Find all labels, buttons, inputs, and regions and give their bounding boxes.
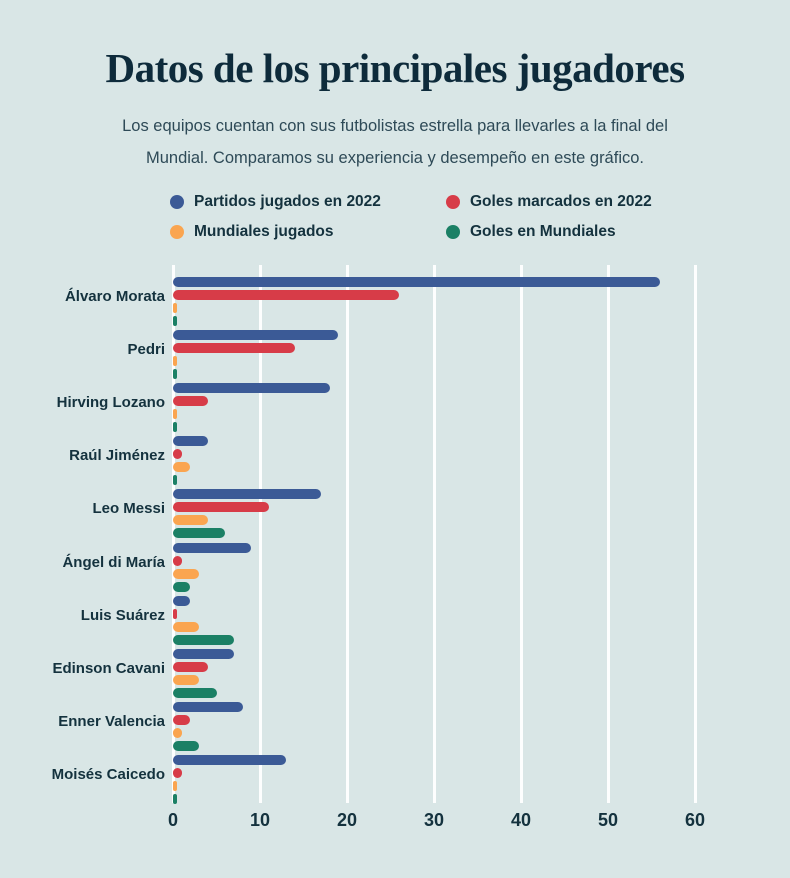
bar — [173, 303, 177, 313]
legend-dot-blue-icon — [170, 195, 184, 209]
gridline-x-30 — [432, 265, 436, 803]
bar — [173, 369, 177, 380]
legend-label-partidos: Partidos jugados en 2022 — [194, 193, 381, 210]
bar — [173, 475, 177, 486]
x-axis-tick-label: 50 — [597, 810, 619, 830]
legend-dot-green-icon — [446, 225, 460, 239]
bar — [173, 793, 177, 804]
bar — [173, 648, 234, 659]
bar — [173, 714, 191, 725]
bar — [173, 502, 269, 513]
bar — [173, 290, 400, 300]
bar — [173, 634, 234, 645]
player-label: Moisés Caicedo — [51, 765, 165, 783]
bar — [173, 343, 295, 354]
bar — [173, 436, 208, 447]
gridline-x-60 — [693, 265, 697, 803]
bar — [173, 542, 252, 553]
bar — [173, 740, 200, 751]
gridline-x-10 — [258, 265, 262, 803]
x-axis-tick-label: 10 — [249, 810, 271, 830]
subtitle-line-1: Los equipos cuentan con sus futbolistas … — [122, 117, 668, 135]
bar — [173, 568, 200, 579]
bar — [173, 383, 330, 394]
player-label: Hirving Lozano — [56, 394, 165, 412]
bar — [173, 608, 177, 619]
bar — [173, 674, 200, 685]
bar — [173, 780, 177, 791]
x-axis-tick-label: 30 — [423, 810, 445, 830]
legend-dot-red-icon — [446, 195, 460, 209]
legend-item-goles-mundiales: Goles en Mundiales — [446, 223, 652, 241]
player-label: Leo Messi — [92, 500, 165, 518]
bar — [173, 277, 661, 287]
bar — [173, 462, 191, 473]
bar — [173, 727, 182, 738]
bar — [173, 356, 177, 367]
legend-label-goles-mundiales: Goles en Mundiales — [470, 223, 616, 240]
bar — [173, 701, 243, 712]
legend-item-mundiales: Mundiales jugados — [170, 223, 446, 241]
player-label: Álvaro Morata — [64, 288, 165, 305]
legend-item-goles-2022: Goles marcados en 2022 — [446, 193, 652, 211]
bar — [173, 595, 191, 606]
x-axis-tick-label: 20 — [336, 810, 358, 830]
chart-subtitle: Los equipos cuentan con sus futbolistas … — [95, 110, 695, 174]
legend-item-partidos: Partidos jugados en 2022 — [170, 193, 446, 211]
player-label: Enner Valencia — [58, 712, 165, 730]
bar — [173, 409, 177, 420]
bar — [173, 767, 182, 778]
x-axis-tick-label: 40 — [510, 810, 532, 830]
player-label: Edinson Cavani — [52, 659, 165, 677]
bar — [173, 396, 208, 407]
bar — [173, 330, 339, 341]
bar — [173, 489, 321, 500]
bar — [173, 687, 217, 698]
bar — [173, 555, 182, 566]
player-label: Raúl Jiménez — [69, 447, 165, 465]
legend-label-mundiales: Mundiales jugados — [194, 223, 334, 240]
x-axis-tick-label: 0 — [167, 810, 178, 830]
bar — [173, 422, 177, 433]
bar — [173, 449, 182, 460]
legend-label-goles-2022: Goles marcados en 2022 — [470, 193, 652, 210]
bar — [173, 528, 226, 539]
bar — [173, 661, 208, 672]
legend-dot-orange-icon — [170, 225, 184, 239]
gridline-x-20 — [345, 265, 349, 803]
player-label: Ángel di María — [62, 553, 165, 571]
player-label: Luis Suárez — [80, 606, 165, 624]
gridline-x-40 — [519, 265, 523, 803]
bar — [173, 754, 287, 765]
gridline-x-50 — [606, 265, 610, 803]
player-label: Pedri — [127, 341, 165, 359]
chart-legend: Partidos jugados en 2022 Goles marcados … — [170, 193, 652, 241]
subtitle-line-2: Mundial. Comparamos su experiencia y des… — [145, 149, 644, 167]
bar — [173, 581, 191, 592]
bar — [173, 316, 177, 326]
bar — [173, 621, 200, 632]
bar — [173, 515, 208, 526]
x-axis-tick-label: 60 — [684, 810, 706, 830]
page-title: Datos de los principales jugadores — [105, 45, 685, 91]
